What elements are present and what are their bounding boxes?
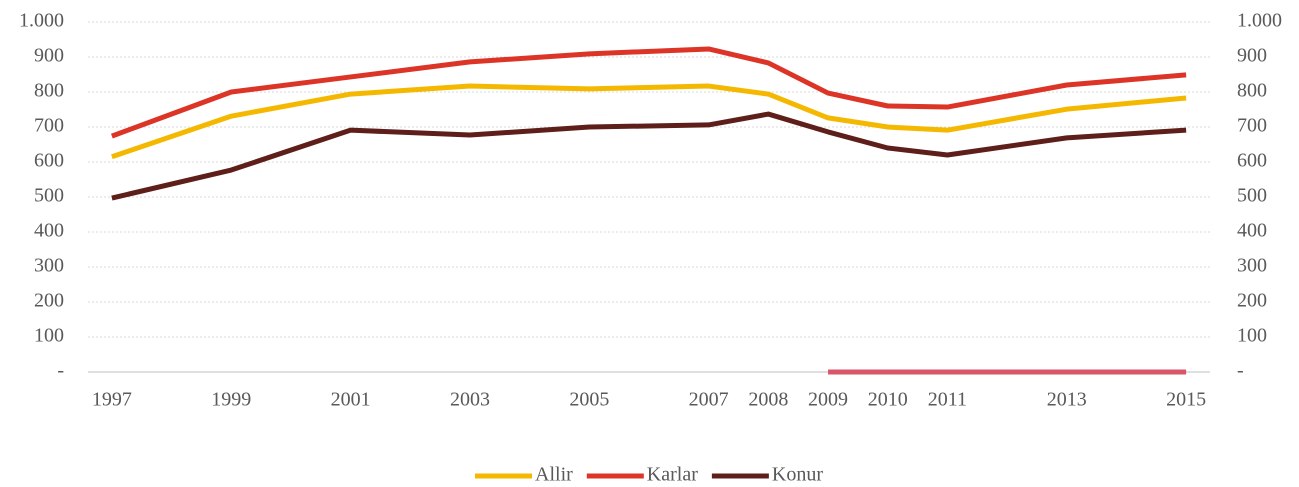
y2-tick-label: 900 [1237, 45, 1267, 67]
series-line [111, 111, 1187, 201]
x-tick-label: 1999 [211, 389, 251, 411]
x-tick-label: 2001 [331, 389, 371, 411]
legend-label: Konur [772, 464, 823, 486]
y-tick-label: 100 [34, 325, 64, 347]
y-tick-label: 400 [34, 220, 64, 242]
x-tick-label: 2010 [868, 389, 908, 411]
x-tick-label: 2007 [689, 389, 729, 411]
series-line [111, 46, 1187, 139]
y2-tick-label: 300 [1237, 255, 1267, 277]
x-tick-label: 2005 [569, 389, 609, 411]
y2-tick-label: 800 [1237, 80, 1267, 102]
series-line [111, 83, 1187, 160]
y2-tick-label: 700 [1237, 115, 1267, 137]
y2-tick-label: 200 [1237, 290, 1267, 312]
y2-tick-label: 600 [1237, 150, 1267, 172]
y-tick-label: 600 [34, 150, 64, 172]
x-tick-label: 2003 [450, 389, 490, 411]
legend-label: Allir [535, 464, 573, 486]
y2-tick-label: - [1237, 360, 1244, 382]
y2-tick-label: 500 [1237, 185, 1267, 207]
y-tick-label: 900 [34, 45, 64, 67]
x-tick-label: 2013 [1047, 389, 1087, 411]
x-tick-label: 1997 [92, 389, 132, 411]
y-tick-label: 500 [34, 185, 64, 207]
y-tick-label: 700 [34, 115, 64, 137]
legend-label: Karlar [647, 464, 698, 486]
y2-tick-label: 400 [1237, 220, 1267, 242]
x-tick-label: 2011 [928, 389, 967, 411]
y-tick-label: 200 [34, 290, 64, 312]
y-tick-label: 800 [34, 80, 64, 102]
y-tick-label: 300 [34, 255, 64, 277]
x-tick-label: 2009 [808, 389, 848, 411]
x-tick-label: 2015 [1166, 389, 1206, 411]
y-tick-label: - [57, 360, 64, 382]
x-tick-label: 2008 [748, 389, 788, 411]
y2-tick-label: 100 [1237, 325, 1267, 347]
y2-tick-label: 1.000 [1237, 10, 1282, 32]
y-tick-label: 1.000 [19, 10, 64, 32]
